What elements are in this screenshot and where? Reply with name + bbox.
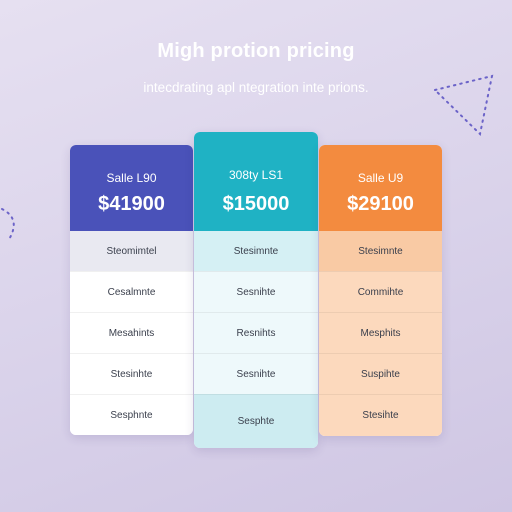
dotted-triangle-icon (433, 74, 494, 136)
feature-row: Stesimnte (194, 231, 318, 271)
plan-price: $15000 (222, 193, 290, 215)
feature-list: Steomimtel Cesalmnte Mesahints Stesinhte… (70, 231, 193, 435)
feature-row: Sesnihte (194, 353, 318, 394)
feature-row: Resnihts (194, 312, 318, 353)
feature-row: Sesphnte (70, 394, 193, 435)
pricing-card-2[interactable]: 308ty LS1 $15000 Stesimnte Sesnihte Resn… (194, 132, 318, 448)
plan-name: Salle U9 (357, 171, 404, 185)
dotted-arc-icon (1, 208, 15, 242)
card-header: 308ty LS1 $15000 (194, 132, 318, 231)
pricing-card-3[interactable]: Salle U9 $29100 Stesimnte Commihte Mesph… (319, 145, 442, 436)
feature-row: Stesinhte (70, 353, 193, 394)
card-header: Salle L90 $41900 (70, 145, 193, 231)
feature-row: Cesalmnte (70, 271, 193, 312)
page-title: Migh protion pricing (157, 40, 355, 62)
feature-row: Suspihte (319, 353, 442, 394)
feature-row: Stesihte (319, 394, 442, 436)
feature-row: Commihte (319, 271, 442, 312)
feature-row: Sesphte (194, 394, 318, 448)
feature-row: Stesimnte (319, 231, 442, 271)
plan-price: $41900 (98, 193, 165, 215)
plan-price: $29100 (347, 193, 414, 215)
feature-row: Mesphits (319, 312, 442, 353)
plan-name: 308ty LS1 (228, 168, 284, 182)
card-header: Salle U9 $29100 (319, 145, 442, 231)
feature-list: Stesimnte Sesnihte Resnihts Sesnihte Ses… (194, 231, 318, 448)
feature-row: Sesnihte (194, 271, 318, 312)
feature-row: Mesahints (70, 312, 193, 353)
pricing-card-1[interactable]: Salle L90 $41900 Steomimtel Cesalmnte Me… (70, 145, 193, 435)
page-subtitle: intecdrating apl ntegration inte prions. (143, 80, 369, 95)
feature-row: Steomimtel (70, 231, 193, 271)
feature-list: Stesimnte Commihte Mesphits Suspihte Ste… (319, 231, 442, 436)
plan-name: Salle L90 (106, 171, 157, 185)
